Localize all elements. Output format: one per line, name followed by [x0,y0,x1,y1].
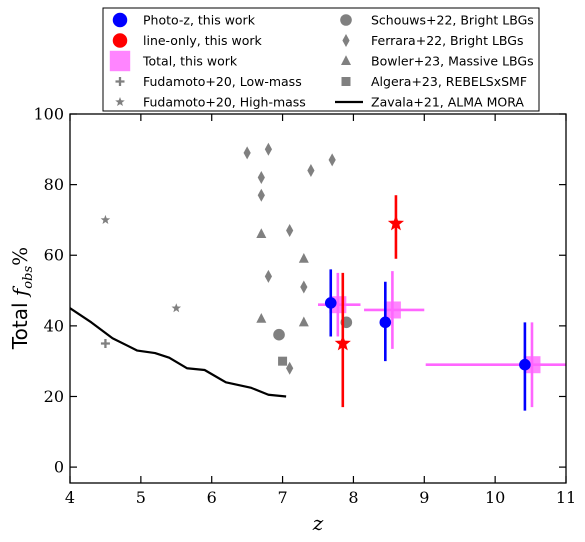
y-axis-label-suffix: % [8,247,32,266]
x-tick-label: 4 [65,488,75,507]
data-point [324,297,337,309]
data-point [298,252,309,263]
legend-label-photo-z-this-work: Photo-z, this work [143,13,256,28]
x-axis-label: z [312,511,324,535]
data-point [256,313,267,323]
legend-marker-ferrara-22-bright-lbgs [342,34,350,47]
legend-layer: Photo-z, this work line-only, this work To… [102,7,540,112]
series-zavala-21-alma-mora [70,307,287,398]
y-axis-label: Total fobs% [8,247,36,350]
data-point [257,188,265,202]
data-point [100,339,110,349]
data-point [286,361,294,375]
legend-label-fudamoto-20-high-mass: Fudamoto+20, High-mass [143,95,306,110]
data-point [171,303,182,313]
data-point [256,228,267,239]
data-point [264,142,272,156]
legend-marker-line-only-this-work [112,33,128,48]
legend-marker-fudamoto-20-high-mass [115,97,125,107]
legend-marker-fudamoto-20-low-mass [115,77,125,86]
data-point [100,214,111,224]
legend-label-line-only-this-work: line-only, this work [143,33,262,48]
legend-marker-photo-z-this-work [112,12,128,28]
y-axis-label-subscript: obs [21,266,36,289]
x-tick-label: 5 [136,488,146,507]
legend-label-bowler-23-massive-lbgs: Bowler+23, Massive LBGs [371,54,534,69]
series-fudamoto-20-high-mass [100,214,182,313]
data-point [298,316,309,327]
legend-box [102,7,540,112]
legend-marker-total-this-work [109,50,131,72]
y-axis-label-prefix: Total [8,296,32,350]
data-point [300,280,308,294]
series-line [70,307,287,398]
ticks-layer: 4 5 6 7 8 9 10 11 0 20 40 60 80 100 [33,105,576,508]
y-tick-label: 60 [44,246,64,265]
legend-marker-bowler-23-massive-lbgs [341,55,351,65]
series-photo-z-this-work [324,269,531,411]
data-point [278,356,288,366]
legend-label-zavala-21-alma-mora: Zavala+21, ALMA MORA [371,95,524,110]
y-tick-label: 40 [44,316,64,335]
x-tick-label: 11 [556,488,576,507]
series-line-only-this-work [334,195,405,408]
y-tick-label: 0 [54,458,64,477]
data-point [243,146,251,160]
x-tick-label: 8 [348,488,358,507]
legend-label-schouws-22-bright-lbgs: Schouws+22, Bright LBGs [371,13,534,28]
legend-marker-algera-23-rebelsxsmf [341,77,351,86]
data-point [328,153,336,167]
plot-frame [69,113,567,484]
data-point [286,224,294,238]
legend-label-ferrara-22-bright-lbgs: Ferrara+22, Bright LBGs [371,33,523,48]
y-tick-label: 80 [44,175,64,194]
series-layer [70,142,566,411]
data-point [334,335,351,351]
data-point [273,328,285,341]
legend-marker-schouws-22-bright-lbgs [340,14,352,26]
legend-label-total-this-work: Total, this work [142,54,238,69]
series-total-this-work [318,271,566,408]
legend-label-algera-23-rebelsxsmf: Algera+23, REBELSxSMF [371,74,527,89]
data-point [519,358,531,371]
legend-label-fudamoto-20-low-mass: Fudamoto+20, Low-mass [143,74,302,89]
data-point [387,214,405,231]
data-point [307,163,315,177]
x-tick-label: 7 [277,488,287,507]
x-tick-label: 9 [419,488,429,507]
series-fudamoto-20-low-mass [100,339,110,349]
x-tick-label: 10 [485,488,505,507]
data-point [383,301,401,319]
data-point [264,269,272,283]
y-tick-label: 100 [33,105,64,124]
series-bowler-23-massive-lbgs [256,228,309,327]
y-tick-label: 20 [44,387,64,406]
series-ferrara-22-bright-lbgs [243,142,336,375]
data-point [379,316,392,329]
x-tick-label: 6 [207,488,217,507]
series-algera-23-rebelsxsmf [278,356,288,366]
data-point [257,171,265,185]
series-schouws-22-bright-lbgs [273,316,353,341]
